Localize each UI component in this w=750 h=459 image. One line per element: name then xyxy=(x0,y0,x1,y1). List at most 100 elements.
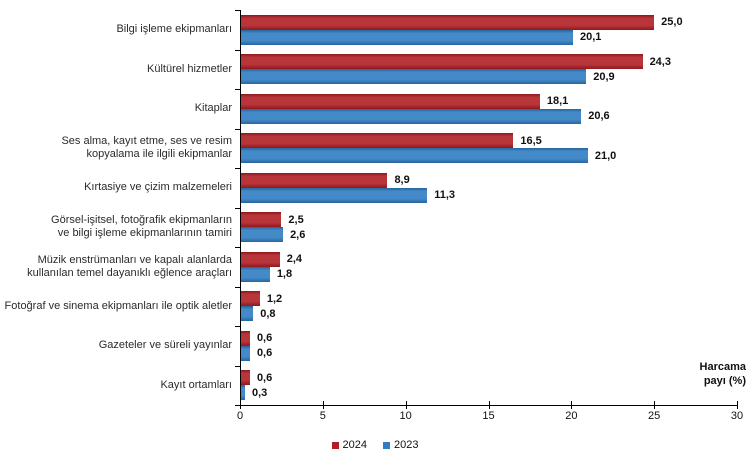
category-label: Gazeteler ve süreli yayınlar xyxy=(98,339,232,352)
category-label: Bilgi işleme ekipmanları xyxy=(116,23,232,36)
category-label: Görsel-işitsel, fotoğrafik ekipmanların v… xyxy=(51,214,232,240)
x-tick-label: 20 xyxy=(565,410,578,422)
bar-2023 xyxy=(240,29,573,45)
value-label: 20,6 xyxy=(588,110,610,123)
value-label: 0,6 xyxy=(256,371,273,384)
category-label: Müzik enstrümanları ve kapalı alanlarda k… xyxy=(27,253,232,279)
bar-2023 xyxy=(240,266,270,282)
value-label: 16,5 xyxy=(520,134,542,147)
bar-2023 xyxy=(240,69,587,85)
y-tick xyxy=(235,49,240,51)
value-label: 8,9 xyxy=(394,174,410,187)
bar-pair: 24,3 20,9 xyxy=(240,54,737,85)
bar-group: Görsel-işitsel, fotoğrafik ekipmanların v… xyxy=(0,208,737,248)
value-label: 2,6 xyxy=(290,228,306,241)
legend-swatch-2024 xyxy=(331,441,339,449)
y-tick xyxy=(235,207,240,209)
bar-group: Kayıt ortamları 0,6 0,3 xyxy=(0,366,737,406)
bar-2024 xyxy=(240,133,514,149)
legend-swatch-2023 xyxy=(383,441,390,449)
legend: 2024 2023 xyxy=(0,437,750,453)
x-tick xyxy=(240,401,241,409)
bar-group: Fotoğraf ve sinema ekipmanları ile optik… xyxy=(0,287,737,327)
bar-2024 xyxy=(240,212,282,228)
bar-2024 xyxy=(240,54,643,70)
y-tick xyxy=(235,365,240,367)
bar-2024 xyxy=(240,251,280,267)
category-label: Kırtasiye ve çizim malzemeleri xyxy=(84,181,232,194)
bar-pair: 1,2 0,8 xyxy=(240,291,737,322)
x-axis-title: Harcama payı (%) xyxy=(699,361,746,387)
value-label: 1,2 xyxy=(266,292,283,305)
y-tick xyxy=(235,89,240,90)
x-tick-label: 25 xyxy=(648,410,661,422)
value-label: 1,8 xyxy=(276,268,293,281)
bar-group: Kırtasiye ve çizim malzemeleri 8,9 11,3 xyxy=(0,168,737,208)
x-tick-label: 0 xyxy=(236,410,244,422)
legend-label-2024: 2024 xyxy=(342,439,367,451)
value-label: 11,3 xyxy=(434,189,456,202)
bar-group: Gazeteler ve süreli yayınlar 0,6 0,6 xyxy=(0,326,737,366)
y-axis-line xyxy=(240,10,241,405)
legend-label-2023: 2023 xyxy=(394,439,419,451)
x-tick-label: 15 xyxy=(482,410,495,422)
x-tick-label: 30 xyxy=(730,410,744,422)
y-tick xyxy=(235,10,240,11)
bar-pair: 25,0 20,1 xyxy=(240,14,737,45)
x-axis-ticks: 0 5 10 15 20 25 30 xyxy=(236,401,743,431)
x-tick xyxy=(654,401,656,409)
value-label: 0,6 xyxy=(256,347,273,360)
bar-2024 xyxy=(240,291,260,307)
x-tick xyxy=(405,401,407,409)
bar-group: Bilgi işleme ekipmanları 25,0 20,1 xyxy=(0,10,737,50)
bar-2023 xyxy=(240,187,428,203)
bar-group: Müzik enstrümanları ve kapalı alanlarda k… xyxy=(0,247,737,287)
y-tick xyxy=(235,247,240,248)
category-label: Fotoğraf ve sinema ekipmanları ile optik… xyxy=(4,299,232,312)
category-label: Kültürel hizmetler xyxy=(147,62,232,75)
value-label: 0,3 xyxy=(251,386,268,399)
bar-pair: 16,5 21,0 xyxy=(240,133,737,164)
category-label: Kitaplar xyxy=(194,102,232,115)
value-label: 21,0 xyxy=(594,149,617,162)
y-tick xyxy=(235,326,240,327)
x-tick xyxy=(571,401,573,409)
x-tick xyxy=(737,401,738,409)
x-tick xyxy=(488,401,490,409)
bar-pair: 0,6 0,3 xyxy=(240,370,737,401)
bar-group: Kültürel hizmetler 24,3 20,9 xyxy=(0,50,737,90)
bar-pair: 8,9 11,3 xyxy=(240,172,737,203)
y-tick xyxy=(235,405,240,406)
y-tick xyxy=(235,128,240,130)
value-label: 2,5 xyxy=(288,213,304,226)
bar-2024 xyxy=(240,14,655,30)
value-label: 0,6 xyxy=(256,332,273,345)
y-axis-ticks xyxy=(235,10,240,406)
bar-groups: Bilgi işleme ekipmanları 25,0 20,1 Kültürel… xyxy=(0,10,737,405)
value-label: 2,4 xyxy=(286,253,303,266)
value-label: 0,8 xyxy=(260,307,276,320)
bar-2023 xyxy=(240,108,582,124)
bar-2023 xyxy=(240,306,254,322)
bar-pair: 2,4 1,8 xyxy=(240,251,737,282)
bar-2023 xyxy=(240,345,250,361)
value-label: 18,1 xyxy=(546,95,569,108)
legend-item-2024: 2024 xyxy=(331,439,367,451)
value-label: 25,0 xyxy=(661,16,683,29)
bar-2023 xyxy=(240,385,245,401)
value-label: 20,9 xyxy=(593,70,615,83)
bar-pair: 0,6 0,6 xyxy=(240,330,737,361)
bar-group: Ses alma, kayıt etme, ses ve resim kopyal… xyxy=(0,129,737,169)
value-label: 20,1 xyxy=(579,31,602,44)
bar-2024 xyxy=(240,330,250,346)
value-label: 24,3 xyxy=(649,55,671,68)
x-tick-label: 10 xyxy=(399,410,412,422)
bar-2024 xyxy=(240,370,250,386)
category-label: Ses alma, kayıt etme, ses ve resim kopyal… xyxy=(61,135,232,161)
y-tick xyxy=(235,168,240,169)
x-tick xyxy=(322,401,324,409)
bar-2024 xyxy=(240,93,540,109)
x-tick-label: 5 xyxy=(319,410,326,422)
bar-group: Kitaplar 18,1 20,6 xyxy=(0,89,737,129)
